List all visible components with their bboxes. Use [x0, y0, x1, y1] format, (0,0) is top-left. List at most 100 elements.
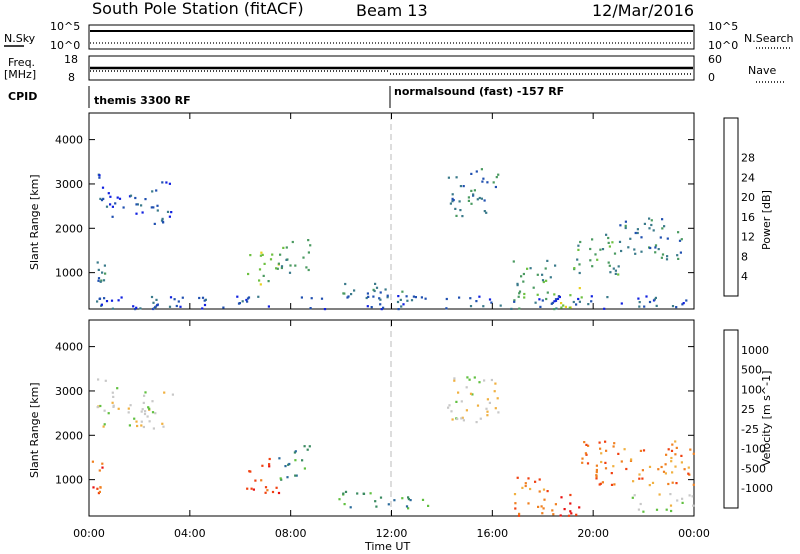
power-echo-cell — [267, 305, 270, 308]
velocity-echo-cell — [466, 376, 469, 379]
velocity-echo-cell — [584, 452, 587, 455]
velocity-echo-cell — [639, 449, 642, 452]
power-echo-cell — [170, 211, 173, 214]
power-echo-cell — [636, 228, 639, 231]
power-echo-cell — [480, 197, 483, 200]
power-echo-cell — [553, 308, 556, 311]
velocity-echo-cell — [692, 504, 695, 507]
power-echo-cell — [98, 176, 101, 179]
power-echo-cell — [467, 199, 470, 202]
power-echo-cell — [643, 222, 646, 225]
power-echo-cell — [424, 297, 427, 300]
power-echo-cell — [640, 236, 643, 239]
velocity-echo-cell — [338, 498, 341, 501]
velocity-echo-cell — [147, 406, 150, 409]
power-echo-cell — [654, 246, 657, 249]
velocity-echo-cell — [657, 468, 660, 471]
velocity-echo-cell — [260, 479, 263, 482]
power-echo-cell — [562, 304, 565, 307]
velocity-xtick-label: 20:00 — [577, 527, 609, 540]
velocity-echo-cell — [293, 451, 296, 454]
power-echo-cell — [380, 308, 383, 311]
power-echo-cell — [261, 253, 264, 256]
velocity-echo-cell — [660, 465, 663, 469]
power-echo-cell — [97, 279, 100, 282]
power-echo-cell — [486, 181, 489, 184]
power-echo-cell — [624, 224, 627, 227]
power-echo-cell — [633, 248, 636, 251]
velocity-echo-cell — [286, 476, 289, 479]
power-echo-cell — [305, 266, 308, 269]
power-echo-cell — [637, 297, 640, 300]
power-echo-cell — [102, 197, 105, 200]
power-colorbar-tick: 20 — [741, 191, 755, 204]
power-echo-cell — [495, 176, 498, 179]
velocity-echo-cell — [264, 486, 268, 489]
power-echo-cell — [542, 280, 545, 284]
velocity-echo-cell — [546, 490, 549, 493]
velocity-echo-cell — [455, 400, 458, 403]
power-echo-cell — [654, 244, 658, 247]
velocity-echo-cell — [613, 442, 616, 445]
power-echo-cell — [472, 194, 475, 197]
power-echo-cell — [580, 296, 583, 299]
power-echo-cell — [461, 215, 464, 218]
power-colorbar-tick: 28 — [741, 152, 755, 165]
power-echo-cell — [451, 200, 454, 203]
power-echo-cell — [654, 296, 657, 299]
velocity-echo-cell — [277, 491, 281, 495]
velocity-echo-cell — [111, 401, 114, 404]
power-echo-cell — [499, 304, 502, 307]
power-echo-cell — [320, 297, 324, 300]
power-echo-cell — [643, 305, 646, 308]
power-echo-cell — [179, 305, 182, 308]
freq-unit: [MHz] — [4, 68, 36, 81]
power-echo-cell — [568, 306, 571, 309]
power-echo-cell — [488, 298, 492, 301]
power-echo-cell — [155, 189, 158, 192]
velocity-echo-cell — [280, 478, 283, 481]
power-echo-cell — [609, 271, 612, 274]
power-echo-cell — [135, 212, 138, 215]
velocity-echo-cell — [143, 412, 147, 416]
power-echo-cell — [560, 306, 563, 309]
velocity-echo-cell — [144, 410, 147, 413]
power-echo-cell — [546, 291, 549, 294]
power-echo-cell — [475, 170, 478, 173]
velocity-echo-cell — [689, 448, 692, 451]
power-echo-cell — [161, 181, 164, 184]
power-echo-cell — [661, 253, 665, 256]
power-echo-cell — [105, 300, 109, 303]
power-echo-cell — [608, 264, 611, 267]
power-echo-cell — [653, 298, 656, 301]
velocity-echo-cell — [631, 496, 634, 499]
velocity-echo-cell — [103, 423, 106, 426]
velocity-echo-cell — [356, 492, 359, 495]
power-echo-cell — [614, 269, 617, 272]
velocity-echo-cell — [517, 514, 521, 517]
power-echo-cell — [545, 279, 548, 282]
velocity-x-ticks: 00:00 04:00 08:00 12:00 16:00 20:00 00:00 — [73, 320, 710, 540]
velocity-echo-cell — [98, 469, 101, 472]
velocity-echo-cell — [303, 445, 306, 448]
power-echo-cell — [607, 236, 610, 240]
velocity-echo-cell — [610, 483, 614, 486]
velocity-echo-cell — [261, 464, 264, 467]
velocity-echo-cell — [140, 410, 143, 413]
power-echo-cell — [120, 296, 123, 299]
velocity-echo-cell — [133, 417, 136, 420]
freq-label: Freq. — [8, 56, 35, 69]
power-echo-cell — [532, 286, 535, 289]
power-echo-cell — [518, 290, 522, 293]
power-echo-cell — [399, 298, 402, 301]
velocity-echo-cell — [461, 416, 464, 419]
power-echo-cell — [237, 302, 241, 305]
velocity-echo-cell — [641, 469, 644, 472]
velocity-echo-cell — [687, 472, 690, 475]
power-echo-cell — [578, 263, 581, 266]
power-echo-cell — [636, 231, 639, 235]
power-echo-cell — [177, 300, 180, 303]
power-echo-cell — [536, 293, 539, 296]
velocity-echo-cell — [595, 468, 598, 472]
power-echo-cell — [608, 245, 611, 248]
